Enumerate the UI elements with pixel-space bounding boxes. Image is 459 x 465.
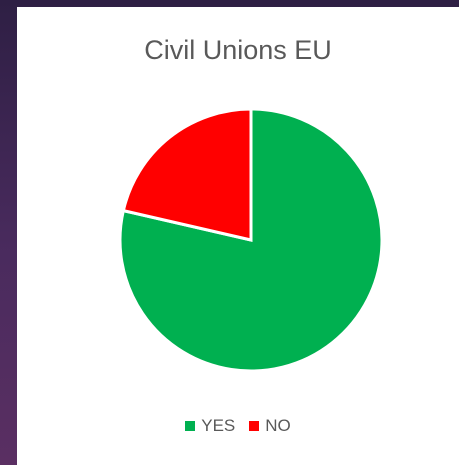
legend-label-yes: YES xyxy=(201,416,236,435)
chart-title: Civil Unions EU xyxy=(144,35,332,65)
legend-swatch-no xyxy=(249,421,260,431)
chart-card: Civil Unions EU YES NO xyxy=(17,7,459,465)
pie-slice-yes xyxy=(118,107,384,373)
legend-label-no: NO xyxy=(265,416,291,435)
pie-chart xyxy=(118,107,384,373)
legend-item-yes: YES xyxy=(185,416,235,436)
pie-slice-no xyxy=(121,107,253,242)
chart-legend: YES NO xyxy=(17,416,459,436)
legend-item-no: NO xyxy=(249,416,291,436)
legend-swatch-yes xyxy=(185,421,196,431)
pie-slices xyxy=(118,107,384,373)
